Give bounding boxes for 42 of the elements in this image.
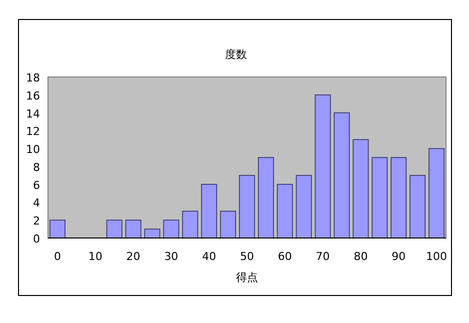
bar (182, 210, 198, 238)
bar (106, 220, 122, 238)
x-tick-label: 60 (278, 250, 292, 263)
bar (352, 139, 369, 238)
bar (239, 174, 255, 238)
bar (276, 184, 293, 238)
bar (296, 174, 312, 238)
y-tick-label: 14 (26, 107, 40, 120)
bar (201, 184, 218, 238)
x-tick-label: 10 (88, 250, 102, 263)
y-tick-label: 4 (33, 196, 40, 210)
bar (258, 157, 274, 238)
x-axis-title: 得点 (236, 271, 258, 284)
y-tick-label: 16 (26, 89, 40, 102)
y-tick-label: 6 (33, 178, 40, 192)
bar (390, 157, 407, 238)
bar (410, 174, 426, 238)
bar (334, 112, 350, 238)
y-tick-label: 2 (33, 214, 40, 228)
bar (314, 94, 331, 238)
y-tick-label: 0 (33, 232, 40, 246)
x-tick-label: 80 (354, 250, 368, 263)
x-tick-label: 40 (202, 250, 216, 263)
x-tick-label: 70 (316, 250, 330, 263)
bar (372, 157, 388, 238)
bar (49, 220, 66, 238)
bar (220, 210, 236, 238)
y-tick-label: 18 (26, 72, 40, 84)
x-tick-label: 50 (240, 250, 254, 263)
x-tick-label: 90 (392, 250, 406, 263)
bar (144, 228, 160, 238)
x-tick-label: 0 (54, 250, 61, 263)
x-tick-label: 100 (426, 250, 448, 263)
y-tick-label: 8 (33, 160, 40, 174)
x-tick-label: 20 (126, 250, 140, 263)
x-tick-label: 30 (164, 250, 178, 263)
y-tick-label: 10 (26, 143, 40, 156)
chart-title: 度数 (225, 48, 247, 61)
bar (428, 148, 445, 238)
y-tick-label: 12 (26, 125, 40, 138)
bar (163, 220, 180, 238)
bar (125, 220, 142, 238)
